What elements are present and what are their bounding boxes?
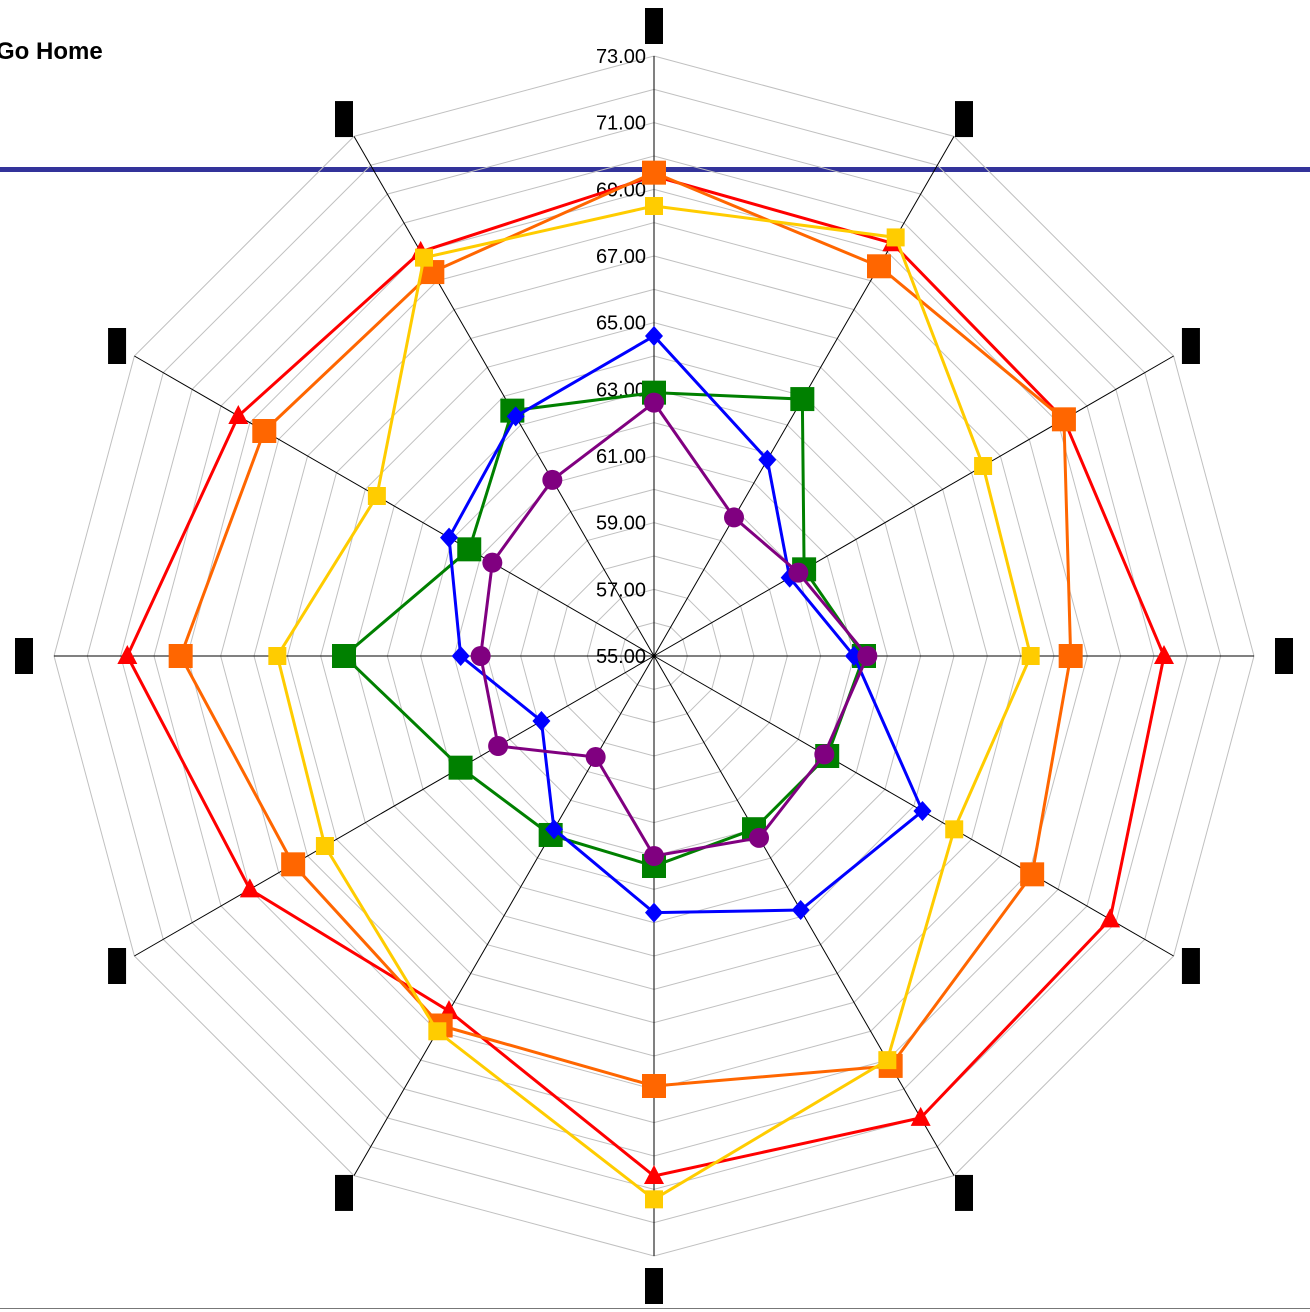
series-6: [471, 393, 878, 866]
data-point: [878, 1051, 896, 1069]
data-point: [867, 254, 891, 278]
tick-label: 65.00: [596, 313, 646, 335]
data-point: [240, 878, 260, 897]
radar-axis: [134, 656, 654, 956]
tick-label: 67.00: [596, 246, 646, 268]
data-point: [457, 537, 481, 561]
data-point: [974, 457, 992, 475]
data-point: [316, 837, 334, 855]
tick-label: 73.00: [596, 46, 646, 68]
axis-label-marker: [335, 101, 353, 137]
data-point: [1022, 647, 1040, 665]
series-line: [181, 173, 1071, 1086]
tick-label: 55.00: [596, 646, 646, 668]
data-point: [252, 419, 276, 443]
data-point: [532, 711, 550, 731]
axis-label-marker: [1182, 948, 1200, 984]
series-2: [169, 161, 1083, 1098]
tick-label: 59.00: [596, 513, 646, 535]
data-point: [332, 644, 356, 668]
data-point: [642, 161, 666, 185]
data-point: [281, 852, 305, 876]
data-point: [117, 645, 137, 664]
axis-label-marker: [955, 101, 973, 137]
data-point: [368, 487, 386, 505]
data-point: [814, 744, 834, 764]
axis-label-marker: [108, 948, 126, 984]
tick-label: 61.00: [596, 446, 646, 468]
axis-label-marker: [645, 8, 663, 44]
data-point: [488, 736, 508, 756]
series-line: [481, 403, 868, 856]
tick-label: 71.00: [596, 113, 646, 135]
axis-label-marker: [1182, 328, 1200, 364]
data-point: [1052, 407, 1076, 431]
data-point: [788, 563, 808, 583]
series-5: [440, 326, 931, 923]
data-point: [857, 646, 877, 666]
data-point: [169, 644, 193, 668]
data-point: [449, 756, 473, 780]
data-point: [428, 1022, 446, 1040]
data-point: [645, 1190, 663, 1208]
data-point: [586, 747, 606, 767]
data-point: [1059, 644, 1083, 668]
data-point: [887, 228, 905, 246]
data-point: [1154, 645, 1174, 664]
data-point: [749, 828, 769, 848]
data-point: [644, 846, 664, 866]
axis-label-marker: [1275, 638, 1293, 674]
radar-tick-labels: 55.0057.0059.0061.0063.0065.0067.0069.00…: [596, 46, 646, 668]
data-point: [482, 553, 502, 573]
data-point: [452, 646, 470, 666]
axis-label-marker: [108, 328, 126, 364]
data-point: [642, 1074, 666, 1098]
data-point: [644, 393, 664, 413]
data-point: [542, 470, 562, 490]
data-point: [945, 820, 963, 838]
data-point: [268, 647, 286, 665]
data-point: [645, 197, 663, 215]
tick-label: 69.00: [596, 179, 646, 201]
data-point: [790, 387, 814, 411]
data-point: [1020, 862, 1044, 886]
radar-axis: [354, 656, 654, 1176]
data-point: [440, 528, 458, 548]
data-point: [471, 646, 491, 666]
data-point: [415, 249, 433, 267]
data-point: [724, 507, 744, 527]
tick-label: 57.00: [596, 579, 646, 601]
axis-label-marker: [645, 1268, 663, 1304]
radar-axis: [654, 356, 1174, 656]
axis-label-marker: [335, 1175, 353, 1211]
axis-label-marker: [955, 1175, 973, 1211]
axis-label-marker: [15, 638, 33, 674]
